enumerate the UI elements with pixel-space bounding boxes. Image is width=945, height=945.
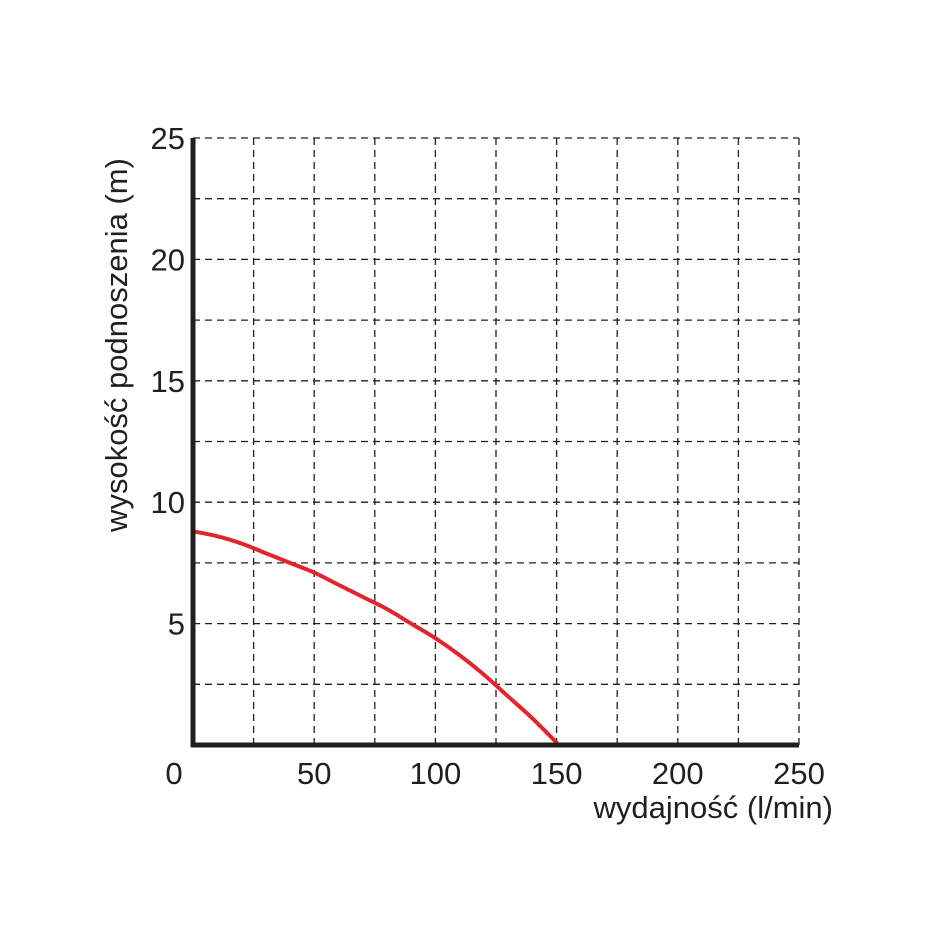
x-tick-label: 200 bbox=[652, 756, 704, 791]
x-tick-label: 250 bbox=[773, 756, 825, 791]
series-layer bbox=[191, 529, 559, 745]
y-tick-label: 20 bbox=[151, 242, 185, 277]
x-tick-label: 150 bbox=[531, 756, 583, 791]
x-tick-label: 0 bbox=[165, 756, 182, 791]
grid bbox=[193, 137, 800, 745]
y-axis-label: wysokość podnoszenia (m) bbox=[99, 158, 134, 533]
tick-labels: 0 50 100 150 200 250 5 10 15 20 25 bbox=[151, 121, 825, 791]
y-tick-label: 10 bbox=[151, 485, 185, 520]
x-axis-label: wydajność (l/min) bbox=[593, 790, 833, 825]
x-tick-label: 50 bbox=[297, 756, 331, 791]
y-tick-label: 15 bbox=[151, 364, 185, 399]
x-tick-label: 100 bbox=[410, 756, 462, 791]
y-tick-label: 5 bbox=[168, 607, 185, 642]
y-tick-label: 25 bbox=[151, 121, 185, 156]
series-line-0 bbox=[191, 529, 559, 745]
axes bbox=[190, 138, 799, 748]
